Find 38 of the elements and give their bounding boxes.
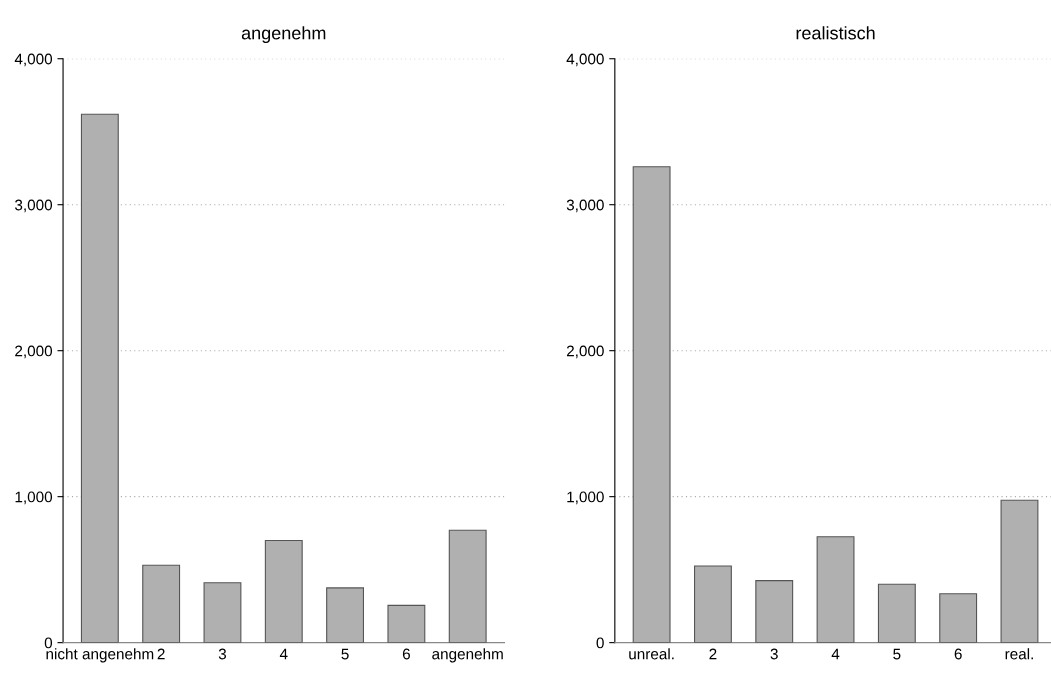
y-tick-label: 1,000 xyxy=(567,491,604,505)
bar xyxy=(877,583,916,643)
bar xyxy=(693,565,732,643)
bar xyxy=(387,604,426,643)
y-tick-label: 3,000 xyxy=(15,199,53,213)
bar xyxy=(1000,499,1039,643)
y-tick-label: 3,000 xyxy=(566,199,604,213)
x-tick-label: 4 xyxy=(831,648,840,660)
bar xyxy=(755,580,794,643)
y-tick-label: 4,000 xyxy=(566,53,604,67)
bar xyxy=(264,539,303,643)
y-tick-label: 1,000 xyxy=(15,491,53,505)
chart-title: angenehm xyxy=(241,26,326,44)
x-tick-label: 5 xyxy=(341,648,349,660)
y-tick-label: 2,000 xyxy=(566,345,604,359)
x-tick-label: 5 xyxy=(893,648,901,660)
x-tick-label: unreal. xyxy=(629,648,674,660)
x-tick-label: 4 xyxy=(279,648,288,660)
y-tick-label: 0 xyxy=(596,637,604,649)
x-tick-label: angenehm xyxy=(432,648,503,663)
y-tick-label: 0 xyxy=(44,637,53,649)
x-tick-label: 6 xyxy=(402,648,410,660)
x-tick-label: nicht angenehm xyxy=(46,648,154,663)
x-tick-label: 2 xyxy=(157,648,165,660)
bar xyxy=(203,582,242,643)
x-tick-label: real. xyxy=(1005,648,1033,660)
x-tick-label: 3 xyxy=(770,648,778,660)
y-tick-label: 2,000 xyxy=(15,345,53,359)
x-tick-label: 6 xyxy=(954,648,962,660)
bar xyxy=(142,564,181,643)
bar xyxy=(816,536,855,643)
x-tick-label: 2 xyxy=(709,648,717,660)
bar xyxy=(448,529,487,643)
y-tick-label: 4,000 xyxy=(14,53,53,67)
bar xyxy=(939,593,978,643)
x-tick-label: 3 xyxy=(218,648,227,660)
bar xyxy=(326,587,365,643)
chart-title: realistisch xyxy=(796,26,875,40)
